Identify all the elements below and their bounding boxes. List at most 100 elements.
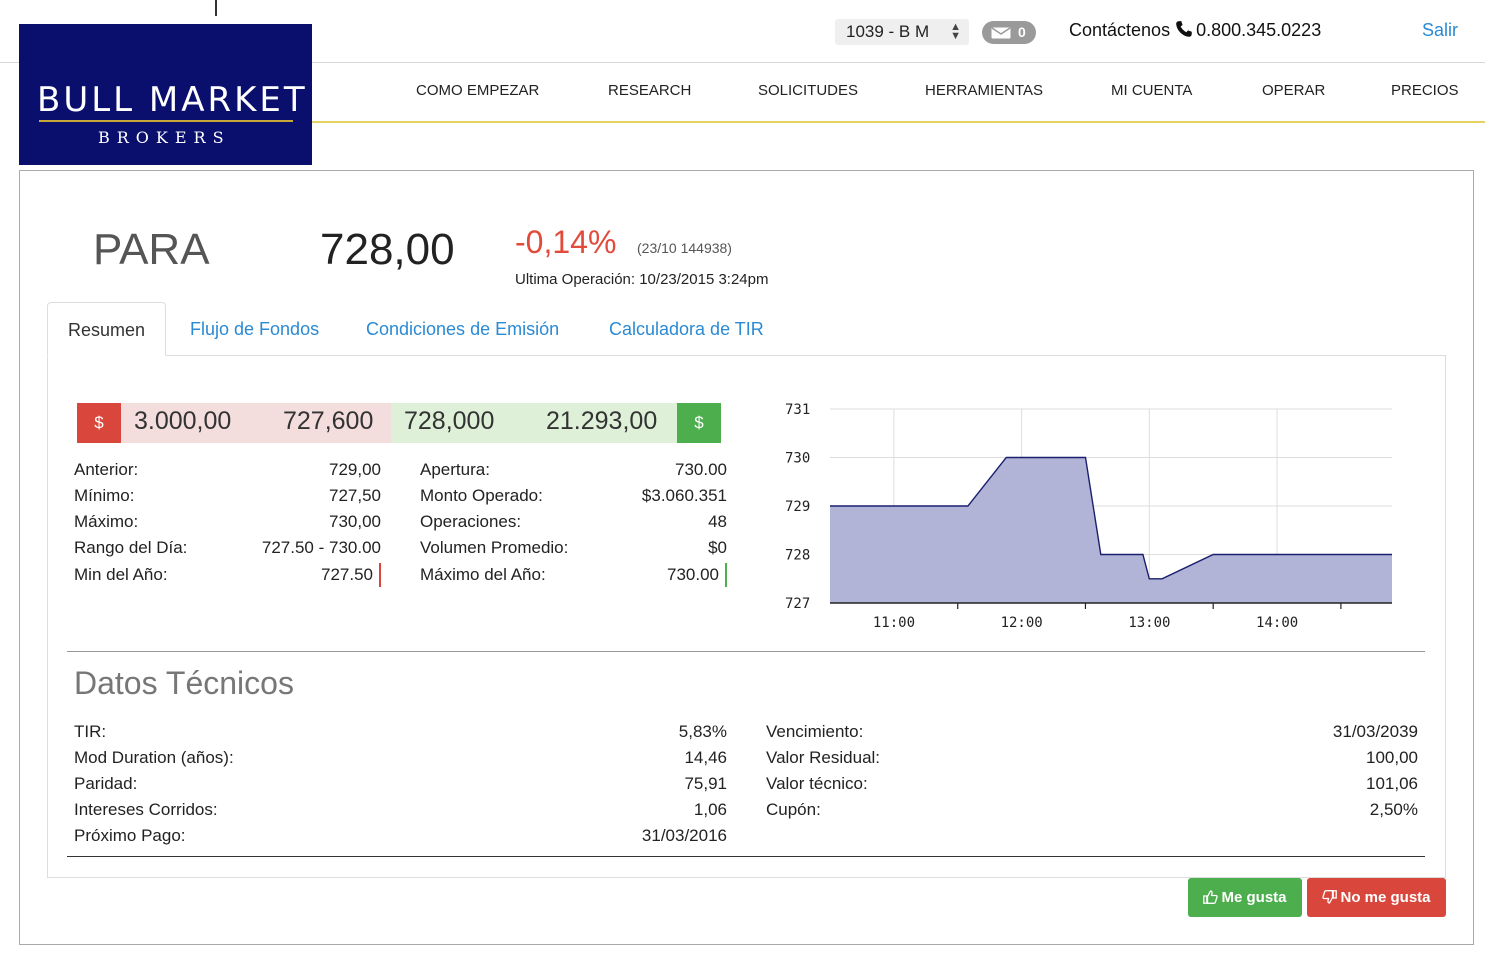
tech-value: 14,46 <box>684 748 727 767</box>
bid-quantity: 3.000,00 <box>134 407 232 435</box>
intraday-price-chart: 727 728 729 730 731 11:00 12:00 13:00 14:00 <box>785 402 1392 631</box>
stat-label: Apertura: <box>420 460 490 479</box>
dislike-button[interactable]: No me gusta <box>1307 878 1446 917</box>
tech-value: 31/03/2039 <box>1332 722 1418 741</box>
chart-line-series <box>830 456 1392 580</box>
ask-price: 728,000 <box>404 407 495 435</box>
stat-label: Máximo del Año: <box>420 565 546 584</box>
nav-item-herramientas[interactable]: HERRAMIENTAS <box>925 82 1044 99</box>
tab-content-resumen <box>47 355 1446 878</box>
tab-flujo-de-fondos[interactable]: Flujo de Fondos <box>190 319 320 339</box>
contact-phone: 0.800.345.0223 <box>1196 20 1322 40</box>
tech-value: 101,06 <box>1366 774 1418 793</box>
tab-calculadora-de-tir[interactable]: Calculadora de TIR <box>609 319 764 339</box>
stat-label: Máximo: <box>74 512 139 531</box>
stat-value: 730,00 <box>329 512 381 531</box>
like-label: Me gusta <box>1221 889 1287 906</box>
tech-label: Valor Residual: <box>766 748 881 767</box>
chart-area-series <box>830 457 1392 603</box>
chart-x-tick-label: 12:00 <box>1001 615 1043 631</box>
buy-button[interactable]: $ <box>677 403 721 443</box>
last-operation: Ultima Operación: 10/23/2015 3:24pm <box>515 271 769 288</box>
bid-price: 727,600 <box>283 407 374 435</box>
stat-value: $0 <box>708 538 727 557</box>
tech-label: Intereses Corridos: <box>74 800 218 819</box>
content-panel <box>19 170 1474 945</box>
tech-label: Cupón: <box>766 800 821 819</box>
instrument-ticker: PARA <box>93 225 210 274</box>
nav-divider <box>312 121 1485 123</box>
technical-section-title: Datos Técnicos <box>74 665 294 701</box>
year-min-marker <box>379 563 381 587</box>
ask-area: 728,000 21.293,00 <box>391 403 677 443</box>
tech-value: 1,06 <box>693 800 727 819</box>
nav-item-operar[interactable]: OPERAR <box>1262 82 1326 99</box>
stat-label: Rango del Día: <box>74 538 188 557</box>
tech-label: Paridad: <box>74 774 138 793</box>
section-divider <box>67 651 1425 652</box>
thumbs-down-icon <box>1322 890 1338 904</box>
tech-value: 75,91 <box>684 774 727 793</box>
ask-quantity: 21.293,00 <box>546 407 658 435</box>
sell-button[interactable]: $ <box>77 403 121 443</box>
stat-value: 730.00 <box>675 460 727 479</box>
stat-label: Operaciones: <box>420 512 522 531</box>
stat-label: Volumen Promedio: <box>420 538 569 557</box>
tab-resumen[interactable]: Resumen <box>47 302 167 356</box>
tech-value: 5,83% <box>678 722 727 741</box>
stat-value: $3.060.351 <box>641 486 727 505</box>
stat-value: 48 <box>708 512 727 531</box>
bid-area: 3.000,00 727,600 <box>121 403 391 443</box>
top-divider <box>0 62 1485 63</box>
thumbs-up-icon <box>1203 890 1219 904</box>
logo-underline <box>39 120 293 122</box>
logout-link[interactable]: Salir <box>1422 20 1459 40</box>
contact-label: Contáctenos <box>1069 20 1171 40</box>
nav-item-solicitudes[interactable]: SOLICITUDES <box>758 82 859 99</box>
logo-main-text: BULL MARKET <box>37 80 308 120</box>
chart-y-tick-label: 728 <box>785 548 810 564</box>
stat-value: 729,00 <box>329 460 381 479</box>
nav-item-como-empezar[interactable]: COMO EMPEZAR <box>416 82 540 99</box>
like-button[interactable]: Me gusta <box>1188 878 1302 917</box>
stat-label: Monto Operado: <box>420 486 543 505</box>
chart-y-tick-label: 731 <box>785 402 810 418</box>
chart-y-tick-label: 729 <box>785 499 810 515</box>
nav-item-research[interactable]: RESEARCH <box>608 82 692 99</box>
stat-label: Anterior: <box>74 460 139 479</box>
phone-icon <box>1176 21 1192 37</box>
logo-sub-text: BROKERS <box>98 128 231 147</box>
messages-count: 0 <box>1018 24 1026 40</box>
text-cursor <box>215 0 217 16</box>
tech-value: 2,50% <box>1369 800 1418 819</box>
nav-item-mi-cuenta[interactable]: MI CUENTA <box>1111 82 1193 99</box>
instrument-price: 728,00 <box>320 225 455 274</box>
tab-condiciones-de-emision[interactable]: Condiciones de Emisión <box>366 319 560 339</box>
brand-logo[interactable]: BULL MARKET BROKERS <box>19 24 312 165</box>
messages-badge[interactable]: 0 <box>982 21 1036 44</box>
stat-value: 727.50 <box>321 565 373 584</box>
bottom-divider <box>67 856 1425 857</box>
tech-label: Valor técnico: <box>766 774 868 793</box>
tech-label: Vencimiento: <box>766 722 864 741</box>
tech-value: 31/03/2016 <box>641 826 727 845</box>
year-max-marker <box>725 563 727 587</box>
chart-x-tick-label: 14:00 <box>1256 615 1298 631</box>
account-select[interactable]: 1039 - B M ▲ ▼ <box>835 19 969 45</box>
price-change-meta: (23/10 144938) <box>637 240 732 256</box>
contact-info: Contáctenos 0.800.345.0223 <box>1069 20 1321 41</box>
stat-value: 727,50 <box>329 486 381 505</box>
tech-label: TIR: <box>74 722 107 741</box>
stat-value: 730.00 <box>667 565 719 584</box>
chart-y-tick-label: 730 <box>785 451 810 467</box>
chart-y-tick-label: 727 <box>785 596 810 612</box>
chart-x-tick-label: 11:00 <box>873 615 915 631</box>
envelope-icon <box>991 27 1011 39</box>
nav-item-precios[interactable]: PRECIOS <box>1391 82 1459 99</box>
stat-label: Mínimo: <box>74 486 135 505</box>
tech-value: 100,00 <box>1366 748 1418 767</box>
account-select-value: 1039 - B M <box>846 22 930 41</box>
tech-label: Próximo Pago: <box>74 826 186 845</box>
stat-label: Min del Año: <box>74 565 168 584</box>
select-arrows-icon: ▲ ▼ <box>950 21 961 42</box>
